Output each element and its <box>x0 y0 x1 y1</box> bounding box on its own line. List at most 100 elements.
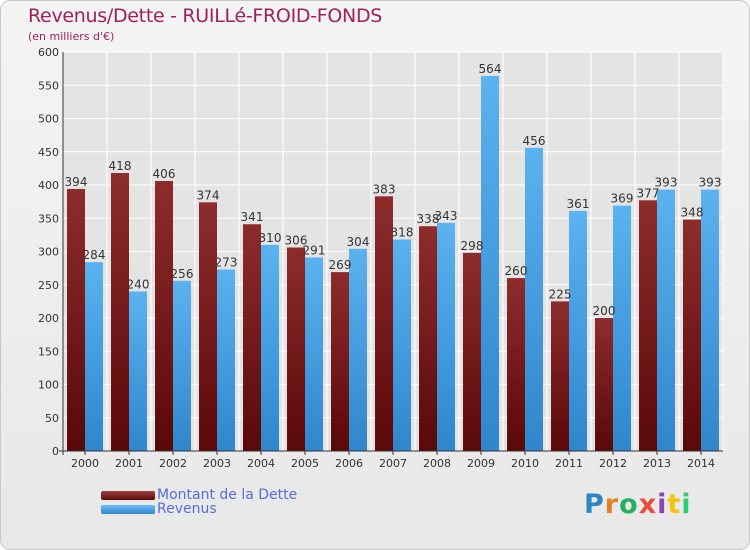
chart-subtitle: (en milliers d'€) <box>28 30 115 43</box>
bar-revenue <box>481 75 499 451</box>
bar-debt <box>507 278 525 451</box>
x-tick-label: 2006 <box>335 457 363 470</box>
x-tick-label: 2014 <box>687 457 715 470</box>
logo-letter: i <box>657 489 668 520</box>
bar-revenue <box>701 189 719 451</box>
value-label-revenue: 256 <box>171 267 194 281</box>
bar-revenue <box>525 147 543 451</box>
bar-revenue <box>657 189 675 451</box>
value-label-debt: 298 <box>461 239 484 253</box>
bar-revenue <box>349 248 367 451</box>
legend-swatch-debt <box>101 490 155 500</box>
bar-debt <box>331 272 349 451</box>
bar-debt <box>463 252 481 451</box>
x-tick-label: 2008 <box>423 457 451 470</box>
y-tick-label: 0 <box>52 445 59 458</box>
x-tick-label: 2009 <box>467 457 495 470</box>
logo-letter: x <box>638 489 658 520</box>
logo-letter: r <box>604 489 620 520</box>
y-tick-label: 450 <box>38 146 59 159</box>
value-label-revenue: 273 <box>215 255 238 269</box>
bar-debt <box>419 226 437 451</box>
y-tick-label: 100 <box>38 379 59 392</box>
y-tick-label: 350 <box>38 212 59 225</box>
bar-debt <box>199 202 217 451</box>
value-label-debt: 338 <box>417 212 440 226</box>
value-label-revenue: 456 <box>523 134 546 148</box>
value-label-revenue: 393 <box>655 176 678 190</box>
legend-item-revenue: Revenus <box>101 501 217 517</box>
x-tick-label: 2010 <box>511 457 539 470</box>
value-label-debt: 260 <box>505 264 528 278</box>
y-tick-label: 300 <box>38 246 59 259</box>
bar-debt <box>67 188 85 452</box>
bar-debt <box>243 224 261 451</box>
bar-debt <box>551 301 569 451</box>
bar-revenue <box>129 291 147 451</box>
y-tick-label: 250 <box>38 279 59 292</box>
axis-layer: 0 50 100 150 200 250 300 350 400 450 500 550 600 2000… <box>38 46 723 470</box>
value-label-debt: 418 <box>109 159 132 173</box>
y-tick-label: 200 <box>38 312 59 325</box>
logo-letter: P <box>584 489 605 520</box>
bar-debt <box>375 196 393 451</box>
value-label-revenue: 318 <box>391 226 414 240</box>
value-label-revenue: 240 <box>127 277 150 291</box>
x-tick-label: 2004 <box>247 457 275 470</box>
value-label-debt: 225 <box>549 287 572 301</box>
bars-layer <box>67 75 719 452</box>
bar-revenue <box>393 239 411 451</box>
bar-debt <box>639 200 657 451</box>
x-tick-label: 2002 <box>159 457 187 470</box>
logo-letter: o <box>619 489 639 520</box>
x-tick-label: 2011 <box>555 457 583 470</box>
bar-revenue <box>85 262 103 451</box>
bar-debt <box>155 181 173 451</box>
bar-revenue <box>437 222 455 451</box>
value-label-revenue: 361 <box>567 197 590 211</box>
x-tick-label: 2007 <box>379 457 407 470</box>
x-tick-label: 2013 <box>643 457 671 470</box>
value-label-revenue: 369 <box>611 192 634 206</box>
value-label-revenue: 284 <box>83 248 106 262</box>
value-label-debt: 374 <box>197 188 220 202</box>
legend-label-debt: Montant de la Dette <box>157 487 298 503</box>
logo-letter: t <box>667 489 682 520</box>
proxiti-logo: Proxiti <box>584 489 692 520</box>
bar-revenue <box>305 257 323 451</box>
x-tick-label: 2001 <box>115 457 143 470</box>
y-tick-label: 550 <box>38 79 59 92</box>
value-label-debt: 394 <box>65 175 88 189</box>
value-label-debt: 348 <box>681 206 704 220</box>
value-label-debt: 383 <box>373 182 396 196</box>
value-label-debt: 377 <box>637 186 660 200</box>
y-tick-label: 150 <box>38 345 59 358</box>
bar-revenue <box>217 269 235 451</box>
value-label-revenue: 564 <box>479 62 502 76</box>
y-tick-label: 50 <box>45 412 59 425</box>
y-tick-label: 600 <box>38 46 59 59</box>
x-tick-label: 2012 <box>599 457 627 470</box>
logo-letter: i <box>681 489 692 520</box>
value-label-revenue: 291 <box>303 243 326 257</box>
value-label-debt: 200 <box>593 304 616 318</box>
x-tick-label: 2003 <box>203 457 231 470</box>
y-tick-label: 500 <box>38 113 59 126</box>
value-label-debt: 306 <box>285 234 308 248</box>
bar-debt <box>111 173 129 451</box>
value-label-debt: 269 <box>329 258 352 272</box>
bar-revenue <box>569 210 587 451</box>
value-label-revenue: 310 <box>259 231 282 245</box>
legend-item-debt: Montant de la Dette <box>101 487 297 503</box>
chart-title: Revenus/Dette - RUILLé-FROID-FONDS <box>28 5 383 27</box>
value-label-revenue: 393 <box>699 176 722 190</box>
bar-debt <box>683 219 701 451</box>
x-tick-label: 2005 <box>291 457 319 470</box>
x-tick-label: 2000 <box>71 457 99 470</box>
bar-revenue <box>261 244 279 451</box>
value-label-debt: 406 <box>153 167 176 181</box>
bar-revenue <box>173 280 191 451</box>
bar-debt <box>287 247 305 451</box>
